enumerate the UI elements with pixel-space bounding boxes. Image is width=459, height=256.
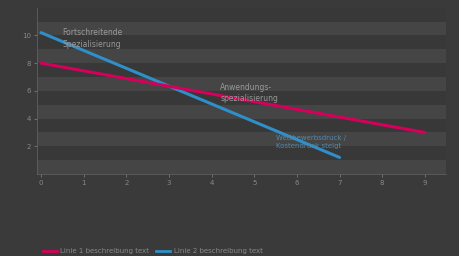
Bar — [37, 22, 445, 35]
Bar — [37, 49, 445, 63]
Bar — [37, 91, 445, 105]
Text: Fortschreitende
Spezialisierung: Fortschreitende Spezialisierung — [62, 28, 123, 49]
Bar — [37, 119, 445, 133]
Bar — [37, 63, 445, 77]
Bar — [37, 35, 445, 49]
Bar — [37, 8, 445, 22]
Bar — [37, 133, 445, 146]
Legend: Linie 1 beschreibung text, Linie 2 beschreibung text: Linie 1 beschreibung text, Linie 2 besch… — [40, 246, 265, 256]
Bar — [37, 105, 445, 119]
Text: Anwendungs-
spezialisierung: Anwendungs- spezialisierung — [220, 82, 277, 103]
Bar — [37, 77, 445, 91]
Text: Wettbewerbsdruck /
Kostendruck steigt: Wettbewerbsdruck / Kostendruck steigt — [275, 135, 345, 149]
Bar — [37, 160, 445, 174]
Bar — [37, 146, 445, 160]
